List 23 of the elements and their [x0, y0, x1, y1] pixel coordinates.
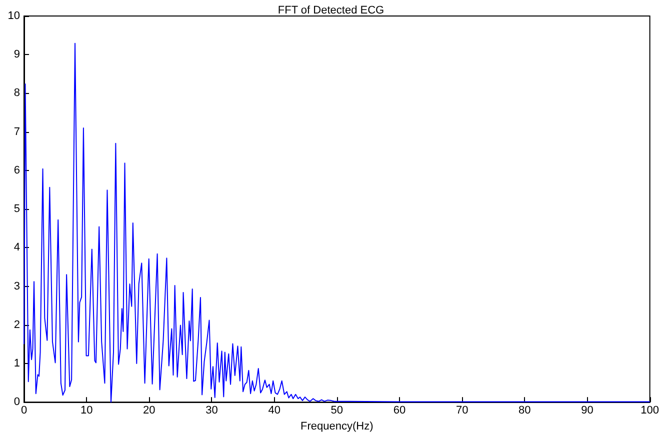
- x-tick-label: 100: [640, 404, 660, 417]
- x-tick-label: 80: [518, 404, 531, 417]
- y-tick-label: 0: [14, 396, 20, 408]
- x-tick-label: 90: [581, 404, 594, 417]
- y-tick-label: 3: [14, 280, 20, 292]
- y-tick-label: 4: [14, 242, 20, 254]
- y-tick-label: 1: [14, 357, 20, 370]
- x-axis-title: Frequency(Hz): [300, 420, 374, 432]
- x-tick-label: 30: [206, 404, 218, 417]
- y-tick-label: 7: [14, 126, 20, 138]
- y-tick-label: 10: [8, 10, 20, 22]
- x-tick-label: 60: [393, 404, 406, 417]
- y-tick-label: 8: [14, 87, 20, 100]
- x-tick-label: 20: [143, 404, 156, 417]
- chart-title: FFT of Detected ECG: [278, 4, 384, 16]
- x-tick-label: 50: [330, 404, 344, 417]
- y-tick-label: 5: [14, 203, 20, 216]
- x-tick-label: 10: [80, 404, 93, 417]
- x-tick-label: 70: [456, 404, 468, 417]
- y-tick-label: 9: [14, 48, 20, 61]
- y-tick-label: 6: [14, 164, 20, 176]
- x-tick-label: 40: [268, 404, 280, 417]
- y-tick-label: 2: [14, 318, 20, 331]
